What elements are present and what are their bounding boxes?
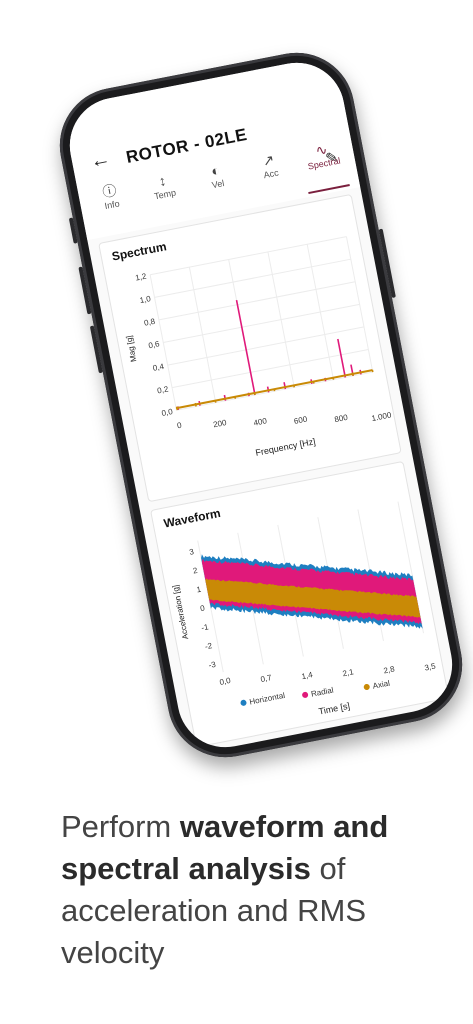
waveform-series-axial bbox=[205, 578, 421, 618]
phone-frame: ← ROTOR - 02LE ✎ ⓘ Info ↕ Temp ◐ Vel ↗ A… bbox=[49, 42, 473, 768]
spectrum-card: Spectrum 1,2 1,0 0,8 0,6 0,4 0,2 0,0 0 200 400 600… bbox=[98, 193, 402, 503]
y-tick-label: 0 bbox=[199, 603, 206, 613]
power-button bbox=[378, 228, 396, 299]
caption-text: Perform waveform and spectral analysis o… bbox=[61, 806, 441, 974]
caption-part1: Perform bbox=[61, 809, 180, 844]
grid-line bbox=[167, 326, 365, 366]
x-axis-label: Frequency [Hz] bbox=[255, 436, 317, 457]
tab-spectral[interactable]: ∿ Spectral bbox=[293, 136, 356, 195]
y-axis-label: Acceleration [g] bbox=[171, 584, 190, 640]
spectrum-chart: 1,2 1,0 0,8 0,6 0,4 0,2 0,00 200 400 600 800 1.000 F… bbox=[124, 236, 393, 458]
waveform-chart: 3 2 1 0 -1 -2 -30,0 0,7 1,4 2,1 2,8 3,5 Horizontal Ra… bbox=[171, 501, 437, 717]
x-tick-label: 1,4 bbox=[301, 670, 314, 681]
y-tick-label: 2 bbox=[192, 566, 199, 576]
x-tick-label: 3,5 bbox=[424, 661, 437, 672]
arrow-left-icon[interactable]: ← bbox=[88, 147, 113, 173]
y-tick-label: 0,4 bbox=[152, 362, 165, 373]
x-tick-label: 2,8 bbox=[383, 664, 396, 675]
grid-line bbox=[345, 236, 374, 373]
y-tick-label: -3 bbox=[208, 660, 217, 670]
grid-line bbox=[171, 349, 369, 389]
volume-up-button bbox=[78, 266, 92, 315]
grid-line bbox=[188, 267, 217, 403]
grid-line bbox=[197, 540, 224, 673]
grid-line bbox=[267, 251, 295, 388]
tab-label: Acc bbox=[262, 167, 280, 181]
y-tick-label: 1 bbox=[196, 585, 203, 595]
tab-label: Vel bbox=[210, 178, 226, 191]
caption-part2: of acceleration and RMS velocity bbox=[61, 851, 366, 970]
grid-line bbox=[154, 258, 351, 298]
x-tick-label: 0,7 bbox=[260, 673, 273, 684]
y-tick-label: 0,8 bbox=[143, 317, 156, 328]
axial-baseline bbox=[175, 369, 373, 410]
y-tick-label: -1 bbox=[200, 622, 209, 632]
grid-line bbox=[149, 274, 177, 411]
y-tick-label: 0,6 bbox=[148, 339, 161, 350]
legend-marker bbox=[240, 699, 247, 706]
x-tick-label: 0,0 bbox=[219, 676, 232, 687]
y-axis-label: Mag [g] bbox=[124, 335, 138, 363]
app-screen: ← ROTOR - 02LE ✎ ⓘ Info ↕ Temp ◐ Vel ↗ A… bbox=[61, 54, 461, 756]
y-tick-label: -2 bbox=[204, 641, 213, 651]
tab-temp[interactable]: ↕ Temp bbox=[134, 167, 197, 226]
caption-bold: waveform and spectral analysis bbox=[61, 809, 389, 886]
y-tick-label: 0,2 bbox=[156, 384, 169, 395]
tab-label: Info bbox=[103, 198, 121, 212]
legend-label: Axial bbox=[372, 679, 391, 691]
tab-info[interactable]: ⓘ Info bbox=[81, 177, 144, 236]
mute-switch bbox=[68, 217, 78, 244]
legend-marker bbox=[363, 684, 370, 691]
x-tick-label: 400 bbox=[253, 416, 268, 427]
x-tick-label: 200 bbox=[212, 418, 227, 429]
legend-label: Radial bbox=[310, 685, 334, 698]
x-axis-label: Time [s] bbox=[318, 701, 351, 717]
legend-label: Horizontal bbox=[249, 691, 286, 707]
volume-down-button bbox=[89, 325, 103, 374]
x-tick-label: 2,1 bbox=[342, 667, 355, 678]
spectrum-bar bbox=[337, 338, 347, 378]
waveform-card: Waveform 3 2 1 0 -1 -2 -3 0,0 0,7 1,4 2,1 2,8 3,5 Hor… bbox=[150, 460, 450, 748]
y-tick-label: 0,0 bbox=[161, 407, 174, 418]
tab-vel[interactable]: ◐ Vel bbox=[187, 156, 250, 215]
y-tick-label: 3 bbox=[189, 547, 196, 557]
grid-line bbox=[158, 281, 356, 321]
grid-line bbox=[150, 236, 347, 276]
x-tick-label: 600 bbox=[293, 414, 308, 425]
x-tick-label: 0 bbox=[176, 420, 183, 430]
x-tick-label: 800 bbox=[334, 413, 349, 424]
x-tick-label: 1.000 bbox=[371, 410, 393, 423]
grid-line bbox=[163, 303, 360, 343]
y-tick-label: 1,0 bbox=[139, 294, 152, 305]
tab-acc[interactable]: ↗ Acc bbox=[240, 146, 303, 205]
y-tick-label: 1,2 bbox=[135, 271, 148, 282]
legend-marker bbox=[302, 691, 309, 698]
grid-line bbox=[306, 244, 334, 380]
spectrum-bar bbox=[235, 299, 256, 396]
